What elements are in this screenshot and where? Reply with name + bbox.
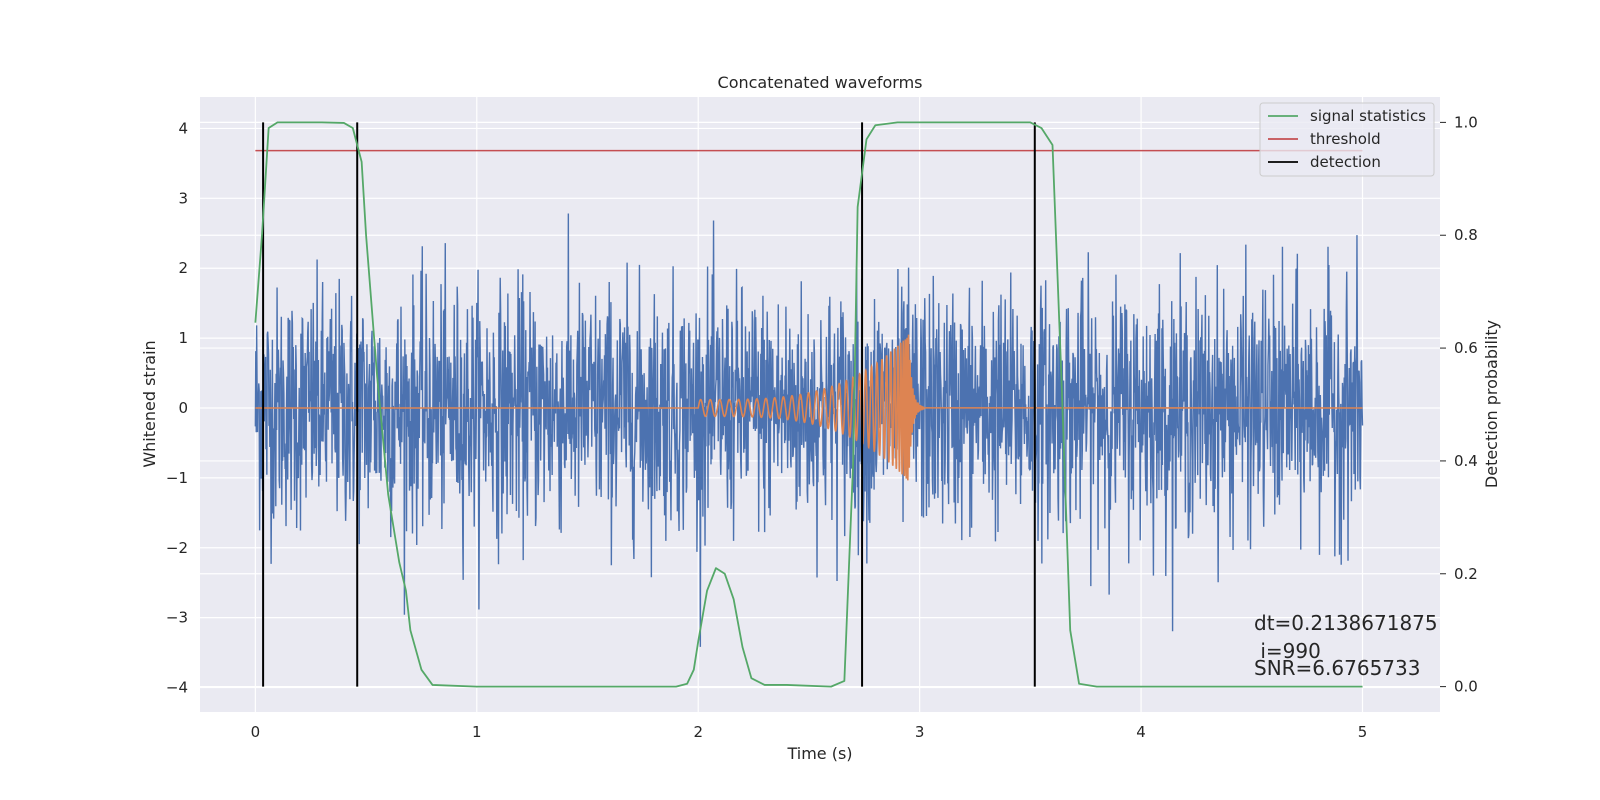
y-tick-label: 0 bbox=[178, 399, 188, 417]
legend-label-detection: detection bbox=[1310, 153, 1381, 171]
ticks: 0 1 2 3 4 5 −4 −3 −2 −1 0 1 2 3 4 0.0 0.2 0.4 0.6 0.8 1.0 bbox=[166, 113, 1478, 741]
y-tick-label: −4 bbox=[166, 679, 188, 697]
y-tick-label: −1 bbox=[166, 469, 188, 487]
y-tick-label: 1 bbox=[178, 329, 188, 347]
series-layer bbox=[254, 121, 1364, 688]
x-tick-label: 4 bbox=[1136, 723, 1146, 741]
y-tick-label: 3 bbox=[178, 189, 188, 207]
y-tick-label: 2 bbox=[178, 259, 188, 277]
x-tick-label: 2 bbox=[693, 723, 703, 741]
legend-label-signal-statistics: signal statistics bbox=[1310, 107, 1426, 125]
y-right-tick-label: 0.0 bbox=[1454, 678, 1478, 696]
noise-series-line bbox=[254, 213, 1364, 647]
y-axis-label: Whitened strain bbox=[140, 340, 159, 467]
y-right-tick-label: 0.8 bbox=[1454, 226, 1478, 244]
signal-statistics-line bbox=[254, 121, 1363, 688]
x-tick-label: 1 bbox=[472, 723, 482, 741]
x-tick-label: 0 bbox=[251, 723, 261, 741]
annotation-dt: dt=0.2138671875 bbox=[1254, 611, 1438, 635]
annotation-index: i=990 bbox=[1254, 639, 1321, 663]
y-right-tick-label: 0.2 bbox=[1454, 565, 1478, 583]
chirp-series-line bbox=[255, 334, 1363, 481]
y-right-tick-label: 0.6 bbox=[1454, 339, 1478, 357]
y-tick-label: −3 bbox=[166, 609, 188, 627]
y-tick-label: −2 bbox=[166, 539, 188, 557]
legend: signal statistics threshold detection bbox=[1259, 102, 1435, 177]
x-tick-label: 5 bbox=[1358, 723, 1368, 741]
x-tick-label: 3 bbox=[915, 723, 925, 741]
chart-title: Concatenated waveforms bbox=[718, 73, 923, 92]
x-axis-label: Time (s) bbox=[786, 744, 852, 763]
y-right-tick-label: 0.4 bbox=[1454, 452, 1478, 470]
y-right-tick-label: 1.0 bbox=[1454, 113, 1478, 131]
legend-box bbox=[1259, 102, 1435, 177]
y-axis-right-label: Detection probability bbox=[1482, 320, 1501, 488]
legend-label-threshold: threshold bbox=[1310, 130, 1381, 148]
y-tick-label: 4 bbox=[178, 119, 188, 137]
annotation-snr: SNR=6.6765733 bbox=[1254, 656, 1420, 680]
